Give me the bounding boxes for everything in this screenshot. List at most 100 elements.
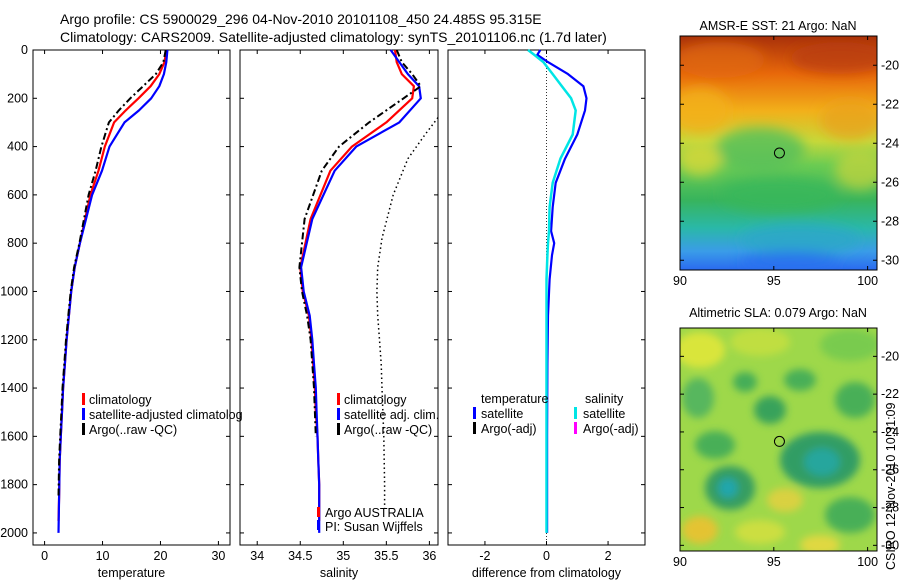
sla-field	[680, 328, 877, 551]
sla-map-axes: 90 95 100 -20 -22 -24 -26 -28 -30	[673, 328, 899, 569]
plot-frame	[239, 49, 439, 546]
legend-swatch-temp-satellite	[473, 407, 476, 419]
y-tick-label: -30	[881, 538, 899, 552]
y-tick-label: 1600	[0, 429, 28, 443]
y-tick-label: -20	[881, 58, 899, 72]
x-tick-label: 34	[250, 549, 264, 563]
x-axis-label: temperature	[98, 566, 165, 580]
y-tick-label: 2000	[0, 526, 28, 540]
y-tick-label: 1800	[0, 478, 28, 492]
argo-position-marker	[773, 435, 785, 447]
legend-swatch-argo	[82, 423, 85, 435]
series-salinity-3	[298, 49, 422, 437]
legend-swatch-temp-argo	[473, 422, 476, 434]
x-tick-label: 95	[767, 555, 781, 569]
y-tick-label: -22	[881, 97, 899, 111]
legend-swatch-sal-argo	[574, 422, 577, 434]
header-line1: Argo profile: CS 5900029_296 04-Nov-2010…	[60, 11, 542, 27]
sla-map: Altimetric SLA: 0.079 Argo: NaN	[673, 306, 899, 569]
legend-swatch-sal-satellite	[574, 407, 577, 419]
y-tick-label: -24	[881, 136, 899, 150]
y-tick-label: 400	[7, 140, 28, 154]
series-difference-2	[527, 49, 577, 533]
legend-label-sal-satellite: satellite	[583, 407, 625, 421]
y-tick-label: 0	[21, 43, 28, 57]
legend-label-temp-argo: Argo(-adj)	[481, 422, 537, 436]
legend-swatch-satellite	[337, 408, 340, 420]
x-tick-label: 0	[41, 549, 48, 563]
plot-frame	[32, 49, 231, 546]
salinity-legend: climatology satellite adj. clim. Argo(..…	[337, 393, 439, 437]
series-difference-1	[536, 49, 588, 533]
sst-field	[680, 36, 877, 270]
series-temperature-3	[57, 49, 167, 497]
y-tick-label: -24	[881, 425, 899, 439]
legend-swatch-climatology	[337, 393, 340, 405]
legend-label-climatology: climatology	[89, 393, 152, 407]
legend-label-climatology: climatology	[344, 393, 407, 407]
x-tick-label: 90	[673, 274, 687, 288]
x-tick-label: 20	[154, 549, 168, 563]
x-tick-label: 0	[543, 549, 550, 563]
legend-label-sal-argo: Argo(-adj)	[583, 422, 639, 436]
x-tick-label: 34.5	[288, 549, 312, 563]
legend-title-temperature: temperature	[481, 392, 548, 406]
x-tick-label: 35.5	[374, 549, 398, 563]
x-tick-label: -2	[479, 549, 490, 563]
y-tick-label: -26	[881, 463, 899, 477]
x-tick-label: 2	[605, 549, 612, 563]
salinity-annotation: Argo AUSTRALIA PI: Susan Wijffels	[317, 506, 424, 534]
x-axis-label: difference from climatology	[472, 566, 622, 580]
difference-panel: -2 0 2 difference from climatology	[447, 49, 646, 580]
series-salinity-4	[376, 117, 439, 509]
salinity-panel: 34 34.5 35 35.5 36 salinity	[239, 49, 439, 580]
legend-label-satellite: satellite-adjusted climatolog	[89, 408, 243, 422]
annotation-argo-australia: Argo AUSTRALIA	[325, 506, 424, 520]
sst-map-title: AMSR-E SST: 21 Argo: NaN	[699, 19, 856, 33]
temperature-panel: 0 10 20 30 0 200 400 600 800 1000 1200 1400 1600 1800…	[0, 43, 231, 580]
legend-label-argo: Argo(..raw -QC)	[89, 423, 177, 437]
temperature-legend: climatology satellite-adjusted climatolo…	[82, 393, 243, 437]
sst-map-frame	[679, 35, 878, 271]
sla-map-frame	[679, 327, 878, 552]
annotation-swatch	[317, 507, 320, 517]
legend-swatch-satellite	[82, 408, 85, 420]
legend-title-salinity: salinity	[585, 392, 624, 406]
y-tick-label: 200	[7, 91, 28, 105]
x-tick-label: 95	[767, 274, 781, 288]
y-tick-label: -22	[881, 387, 899, 401]
y-tick-label: 800	[7, 236, 28, 250]
x-tick-label: 100	[857, 274, 878, 288]
y-tick-label: -20	[881, 349, 899, 363]
legend-label-argo: Argo(..raw -QC)	[344, 423, 432, 437]
header-line2: Climatology: CARS2009. Satellite-adjuste…	[60, 29, 607, 45]
y-tick-label: 1000	[0, 284, 28, 298]
x-tick-label: 30	[211, 549, 225, 563]
sla-map-title: Altimetric SLA: 0.079 Argo: NaN	[689, 306, 867, 320]
legend-label-temp-satellite: satellite	[481, 407, 523, 421]
y-tick-label: 600	[7, 188, 28, 202]
legend-swatch-argo	[337, 423, 340, 435]
legend-swatch-climatology	[82, 393, 85, 405]
y-tick-label: 1400	[0, 381, 28, 395]
argo-position-marker	[773, 147, 785, 159]
annotation-pi: PI: Susan Wijffels	[325, 520, 423, 534]
sst-map-axes: 90 95 100 -20 -22 -24 -26 -28 -30	[673, 36, 899, 288]
x-tick-label: 35	[336, 549, 350, 563]
y-tick-label: 1200	[0, 333, 28, 347]
y-tick-label: -28	[881, 501, 899, 515]
x-tick-label: 100	[857, 555, 878, 569]
y-tick-label: -26	[881, 175, 899, 189]
y-tick-label: -30	[881, 253, 899, 267]
difference-legend: temperature salinity satellite Argo(-adj…	[473, 392, 639, 436]
y-tick-label: -28	[881, 214, 899, 228]
x-axis-label: salinity	[320, 566, 359, 580]
x-tick-label: 10	[96, 549, 110, 563]
sst-map: AMSR-E SST: 21 Argo: NaN 90 95 100 -20 -22 -2…	[673, 19, 899, 288]
x-tick-label: 36	[422, 549, 436, 563]
x-tick-label: 90	[673, 555, 687, 569]
annotation-swatch	[317, 520, 320, 530]
legend-label-satellite: satellite adj. clim.	[344, 408, 439, 422]
side-label: CSIRO 12-Nov-2010 10:31:09	[884, 402, 898, 570]
